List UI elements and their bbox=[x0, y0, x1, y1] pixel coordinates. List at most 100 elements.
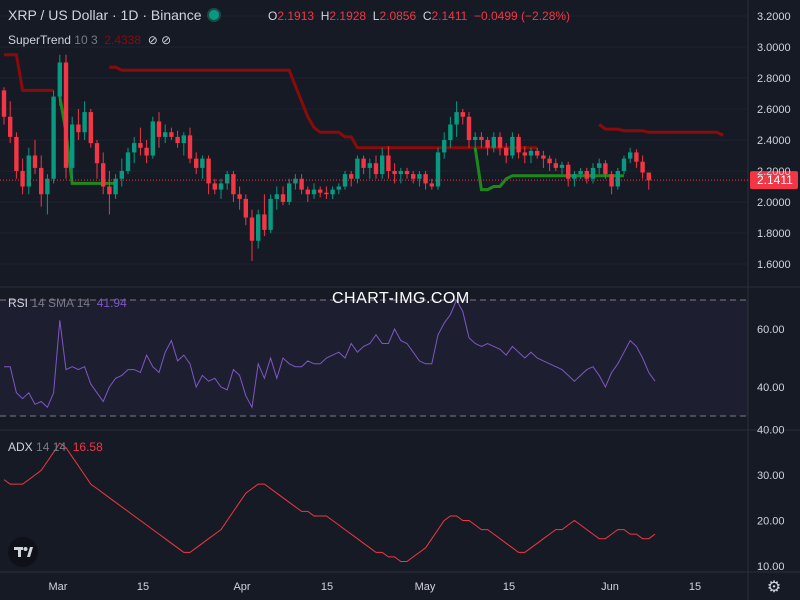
price-tick-label: 2.6000 bbox=[757, 104, 791, 116]
adx-value: 16.58 bbox=[72, 440, 103, 454]
candle-body bbox=[510, 136, 515, 156]
high-key: H bbox=[320, 9, 330, 23]
candle-body bbox=[584, 171, 589, 179]
candle-body bbox=[119, 171, 124, 179]
candle-body bbox=[280, 194, 286, 202]
supertrend-down-line bbox=[598, 123, 724, 137]
candle-body bbox=[268, 198, 273, 230]
candle-body bbox=[547, 158, 552, 164]
adx-tick-label: 30.00 bbox=[757, 470, 785, 482]
supertrend-name: SuperTrend bbox=[8, 33, 71, 47]
candle-body bbox=[169, 132, 174, 137]
candle-body bbox=[125, 152, 131, 171]
candle-body bbox=[175, 136, 180, 144]
candle-body bbox=[646, 172, 651, 181]
supertrend-legend[interactable]: SuperTrend 10 3 2.4338 ⊘ ⊘ bbox=[8, 33, 171, 47]
candle-body bbox=[615, 171, 620, 187]
supertrend-up-line bbox=[58, 96, 116, 185]
high-value: 2.1928 bbox=[329, 9, 367, 23]
candle-body bbox=[51, 96, 56, 179]
candle-body bbox=[138, 143, 143, 148]
candle-body bbox=[156, 121, 162, 137]
candle-body bbox=[473, 136, 478, 140]
candle-body bbox=[132, 143, 137, 153]
adx-params: 14 14 bbox=[36, 440, 67, 454]
candle-body bbox=[163, 132, 168, 137]
time-tick-label: May bbox=[415, 581, 436, 593]
candle-body bbox=[435, 152, 441, 187]
rsi-legend[interactable]: RSI 14 SMA 14 41.94 bbox=[8, 296, 127, 310]
candle-body bbox=[448, 124, 453, 140]
tradingview-logo[interactable] bbox=[8, 537, 38, 567]
candle-body bbox=[528, 150, 534, 156]
ohlc-readout: O2.1913 H2.1928 L2.0856 C2.1411 −0.0499 … bbox=[268, 9, 570, 23]
close-value: 2.1411 bbox=[431, 9, 468, 23]
candle-body bbox=[305, 189, 310, 195]
price-tick-label: 2.4000 bbox=[757, 135, 791, 147]
candle-body bbox=[578, 171, 583, 175]
candle-body bbox=[181, 135, 186, 144]
candle-body bbox=[590, 167, 596, 179]
candle-body bbox=[94, 143, 100, 164]
last-price-label: 2.1411 bbox=[757, 173, 793, 187]
candle-body bbox=[454, 112, 459, 125]
candle-body bbox=[404, 171, 410, 175]
candle-body bbox=[243, 198, 248, 218]
candle-body bbox=[491, 136, 496, 148]
open-key: O bbox=[268, 9, 278, 23]
candle-body bbox=[566, 164, 571, 179]
adx-legend[interactable]: ADX 14 14 16.58 bbox=[8, 440, 103, 454]
candle-body bbox=[225, 174, 230, 184]
candle-body bbox=[256, 214, 261, 241]
eye-off-icon[interactable]: ⊘ bbox=[147, 33, 158, 47]
price-tick-label: 3.0000 bbox=[757, 42, 791, 54]
time-tick-label: 15 bbox=[689, 581, 701, 593]
change-value: −0.0499 (−2.28%) bbox=[473, 9, 571, 23]
symbol-title: XRP / US Dollar · 1D · Binance bbox=[8, 7, 202, 23]
rsi-tick-label: 40.00 bbox=[757, 382, 785, 394]
candle-body bbox=[318, 189, 323, 193]
supertrend-value: 2.4338 bbox=[104, 33, 142, 47]
candle-body bbox=[32, 155, 38, 168]
open-value: 2.1913 bbox=[277, 9, 315, 23]
candle-body bbox=[231, 174, 236, 195]
candle-body bbox=[485, 140, 490, 148]
candle-body bbox=[45, 178, 50, 195]
candle-body bbox=[20, 171, 25, 187]
candle-body bbox=[634, 152, 639, 162]
candle-body bbox=[640, 161, 645, 173]
time-tick-label: 15 bbox=[503, 581, 515, 593]
candle-body bbox=[144, 147, 149, 156]
candle-body bbox=[504, 147, 509, 156]
candle-body bbox=[150, 121, 155, 156]
adx-line bbox=[3, 442, 656, 562]
candle-body bbox=[386, 155, 391, 171]
candle-body bbox=[1, 90, 7, 117]
rsi-name: RSI bbox=[8, 296, 29, 310]
candle-body bbox=[26, 155, 31, 187]
candle-body bbox=[293, 178, 298, 184]
price-tick-label: 1.6000 bbox=[757, 259, 791, 271]
candle-body bbox=[311, 189, 317, 195]
supertrend-down-line bbox=[4, 53, 54, 92]
candle-body bbox=[429, 183, 434, 187]
supertrend-down-line bbox=[109, 65, 538, 150]
candle-body bbox=[466, 116, 472, 140]
gear-icon[interactable]: ⚙ bbox=[767, 579, 781, 596]
eye-off-icon[interactable]: ⊘ bbox=[161, 33, 172, 47]
time-tick-label: 15 bbox=[321, 581, 333, 593]
close-key: C bbox=[422, 9, 432, 23]
candle-body bbox=[206, 158, 211, 184]
candle-body bbox=[609, 174, 614, 187]
candle-body bbox=[522, 152, 527, 156]
price-tick-label: 1.8000 bbox=[757, 228, 791, 240]
symbol-header[interactable]: XRP / US Dollar · 1D · Binance bbox=[8, 7, 223, 23]
candle-body bbox=[57, 62, 62, 97]
price-tick-label: 3.2000 bbox=[757, 11, 791, 23]
candle-body bbox=[460, 112, 465, 117]
candle-body bbox=[14, 136, 19, 171]
candle-body bbox=[101, 163, 106, 187]
supertrend-params: 10 3 bbox=[74, 33, 98, 47]
rsi-value: 41.94 bbox=[96, 296, 127, 310]
